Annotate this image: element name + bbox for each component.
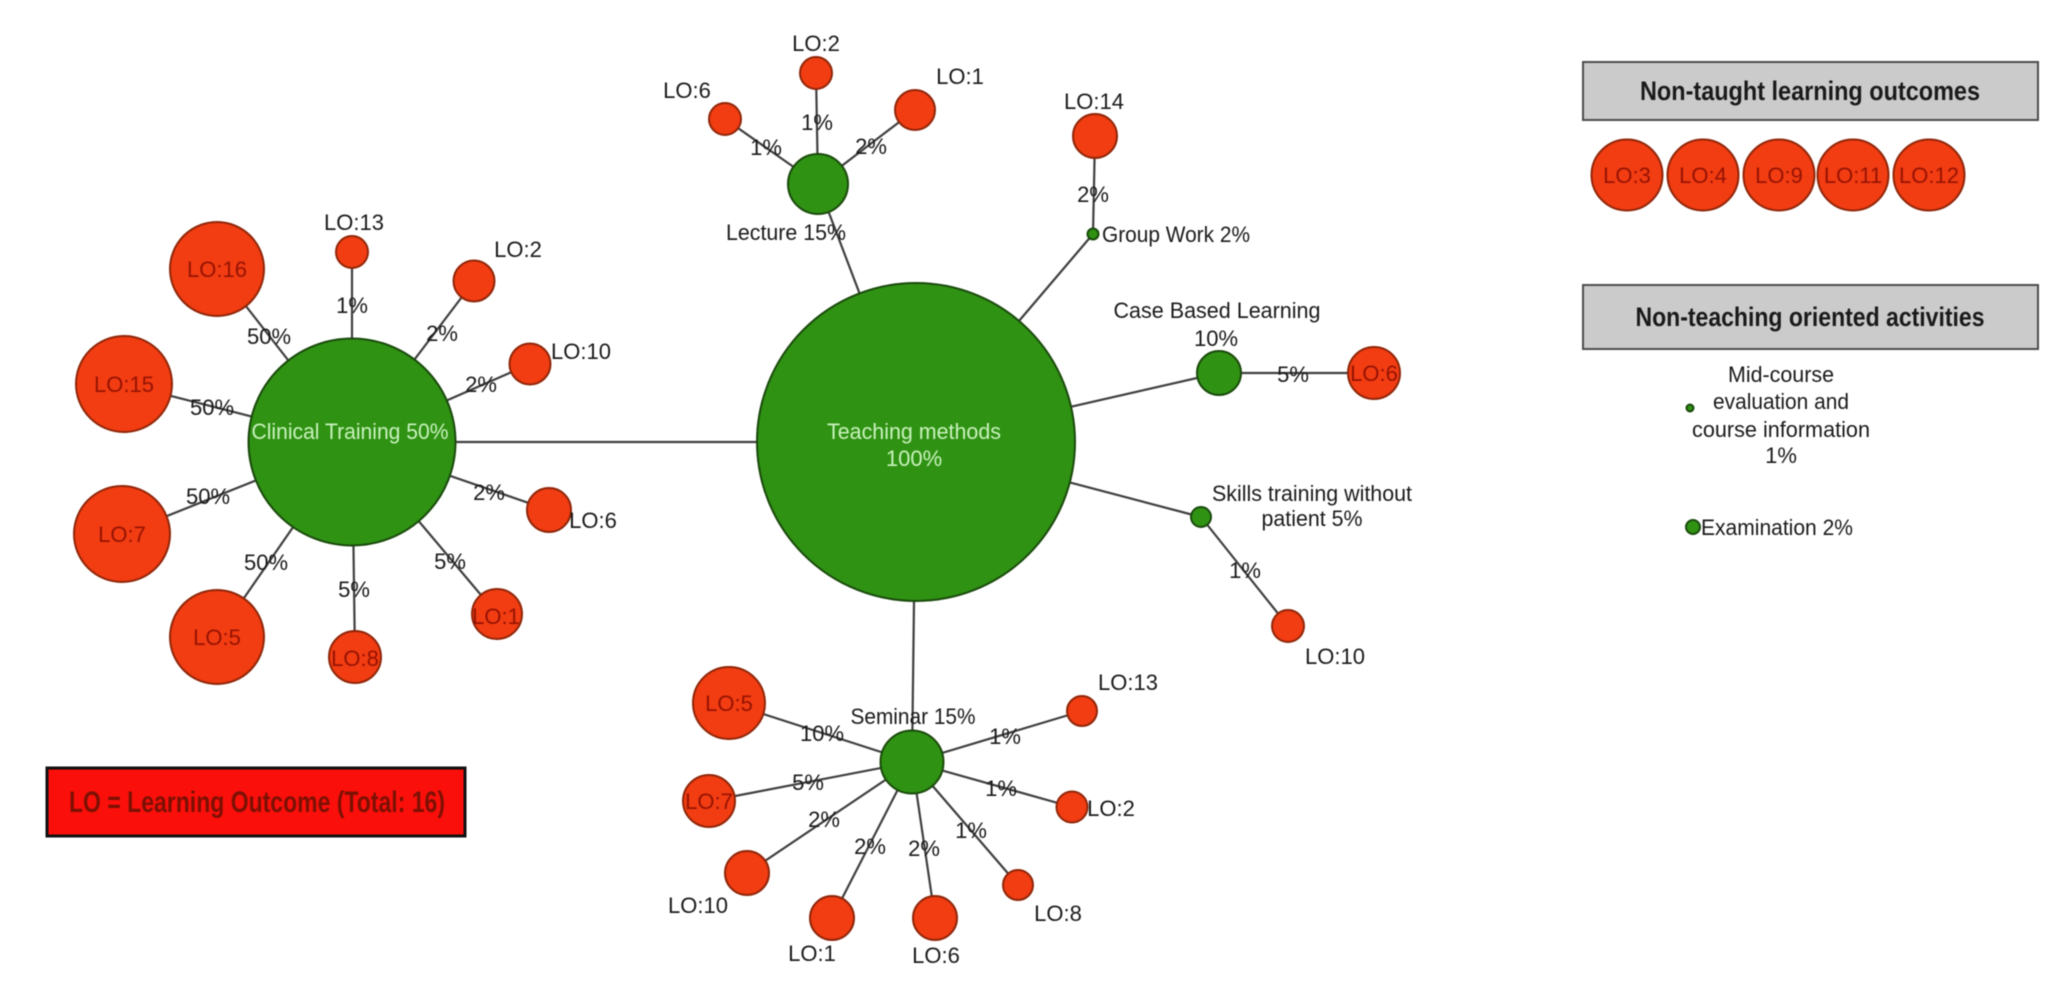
svg-text:2%: 2% [473, 480, 505, 505]
svg-text:5%: 5% [792, 770, 824, 795]
svg-text:LO:1: LO:1 [472, 604, 520, 629]
svg-text:Skills training without: Skills training without [1212, 481, 1412, 506]
svg-text:LO:3: LO:3 [1603, 163, 1651, 188]
svg-text:LO:7: LO:7 [685, 789, 733, 814]
svg-text:2%: 2% [465, 372, 497, 397]
svg-text:Non-teaching oriented activiti: Non-teaching oriented activities [1636, 302, 1985, 332]
svg-text:LO:8: LO:8 [1034, 901, 1082, 926]
svg-text:Non-taught learning outcomes: Non-taught learning outcomes [1640, 76, 1980, 106]
svg-text:2%: 2% [1077, 182, 1109, 207]
svg-text:Seminar 15%: Seminar 15% [851, 704, 976, 729]
svg-text:LO = Learning Outcome (Total:: LO = Learning Outcome (Total: 16) [69, 786, 445, 819]
svg-text:LO:14: LO:14 [1064, 89, 1124, 114]
svg-text:1%: 1% [750, 135, 782, 160]
svg-text:LO:2: LO:2 [792, 31, 840, 56]
svg-text:Lecture 15%: Lecture 15% [726, 220, 846, 245]
svg-text:LO:5: LO:5 [705, 691, 753, 716]
svg-text:LO:15: LO:15 [94, 372, 154, 397]
svg-text:patient 5%: patient 5% [1262, 506, 1363, 531]
svg-text:1%: 1% [1229, 558, 1261, 583]
svg-text:1%: 1% [989, 724, 1021, 749]
svg-text:LO:16: LO:16 [187, 257, 247, 282]
svg-text:LO:13: LO:13 [1098, 670, 1158, 695]
svg-text:100%: 100% [886, 446, 942, 471]
svg-text:LO:1: LO:1 [788, 941, 836, 966]
svg-text:LO:2: LO:2 [1087, 796, 1135, 821]
svg-text:LO:6: LO:6 [912, 943, 960, 968]
svg-text:2%: 2% [855, 134, 887, 159]
svg-text:Case Based Learning: Case Based Learning [1114, 298, 1321, 323]
svg-text:2%: 2% [908, 836, 940, 861]
svg-text:10%: 10% [1194, 326, 1238, 351]
svg-text:Clinical Training 50%: Clinical Training 50% [252, 419, 449, 444]
svg-text:1%: 1% [985, 776, 1017, 801]
svg-text:LO:10: LO:10 [551, 339, 611, 364]
svg-text:50%: 50% [186, 484, 230, 509]
svg-text:LO:1: LO:1 [936, 64, 984, 89]
svg-text:LO:5: LO:5 [193, 625, 241, 650]
svg-text:Examination 2%: Examination 2% [1701, 515, 1853, 540]
svg-text:1%: 1% [801, 110, 833, 135]
svg-text:50%: 50% [190, 395, 234, 420]
svg-text:5%: 5% [338, 577, 370, 602]
svg-text:LO:6: LO:6 [569, 508, 617, 533]
svg-text:LO:10: LO:10 [668, 893, 728, 918]
svg-text:LO:6: LO:6 [663, 78, 711, 103]
svg-text:LO:8: LO:8 [331, 646, 379, 671]
svg-text:1%: 1% [336, 293, 368, 318]
svg-text:2%: 2% [426, 321, 458, 346]
svg-text:LO:7: LO:7 [98, 522, 146, 547]
svg-text:LO:2: LO:2 [494, 237, 542, 262]
svg-text:Group Work 2%: Group Work 2% [1102, 222, 1250, 247]
svg-text:LO:11: LO:11 [1824, 163, 1882, 188]
svg-text:Mid-course: Mid-course [1728, 362, 1834, 387]
svg-text:5%: 5% [1277, 362, 1309, 387]
svg-text:50%: 50% [247, 324, 291, 349]
svg-text:1%: 1% [955, 818, 987, 843]
svg-text:5%: 5% [434, 549, 466, 574]
svg-text:LO:10: LO:10 [1305, 644, 1365, 669]
svg-text:2%: 2% [854, 834, 886, 859]
svg-text:10%: 10% [800, 721, 844, 746]
svg-text:evaluation and: evaluation and [1713, 389, 1849, 414]
svg-text:1%: 1% [1765, 443, 1797, 468]
svg-text:LO:12: LO:12 [1899, 163, 1959, 188]
svg-text:Teaching methods: Teaching methods [827, 419, 1001, 444]
svg-text:LO:13: LO:13 [324, 210, 384, 235]
svg-text:2%: 2% [808, 807, 840, 832]
svg-text:LO:9: LO:9 [1755, 163, 1803, 188]
svg-text:LO:4: LO:4 [1679, 163, 1727, 188]
svg-text:50%: 50% [244, 550, 288, 575]
svg-text:LO:6: LO:6 [1350, 361, 1398, 386]
svg-text:course information: course information [1692, 417, 1870, 442]
